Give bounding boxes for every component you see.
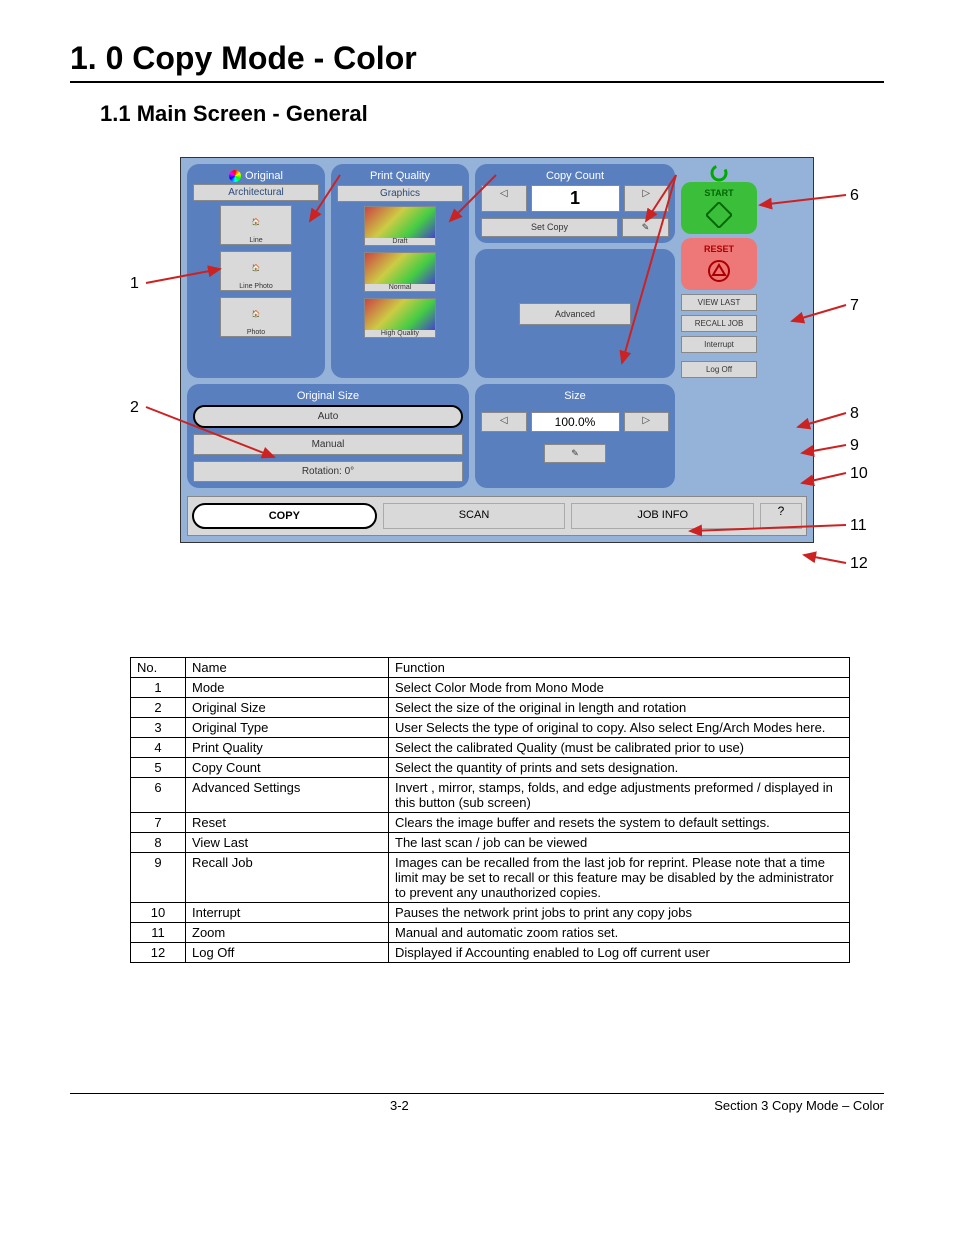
footer-page: 3-2 <box>390 1098 409 1113</box>
zoom-value: 100.0% <box>531 412 620 432</box>
print-quality-title: Print Quality <box>337 170 463 182</box>
footer-section: Section 3 Copy Mode – Color <box>714 1098 884 1113</box>
copy-count-title: Copy Count <box>481 170 669 182</box>
original-option-linephoto[interactable]: 🏠Line Photo <box>220 251 292 291</box>
busy-indicator-icon <box>681 164 757 178</box>
ref-col-name: Name <box>186 658 389 678</box>
original-size-rotation[interactable]: Rotation: 0° <box>193 461 463 482</box>
callout-6: 6 <box>850 187 859 205</box>
table-row: 2Original SizeSelect the size of the ori… <box>131 698 850 718</box>
page-footer: 3-2 Section 3 Copy Mode – Color <box>70 1093 884 1113</box>
original-option-line[interactable]: 🏠Line <box>220 205 292 245</box>
print-quality-type-select[interactable]: Graphics <box>337 185 463 202</box>
recall-job-button[interactable]: RECALL JOB <box>681 315 757 332</box>
size-title: Size <box>481 390 669 402</box>
copy-count-increment[interactable]: ▷ <box>624 185 670 212</box>
table-row: 5Copy CountSelect the quantity of prints… <box>131 758 850 778</box>
table-row: 4Print QualitySelect the calibrated Qual… <box>131 738 850 758</box>
table-row: 10InterruptPauses the network print jobs… <box>131 903 850 923</box>
table-row: 7ResetClears the image buffer and resets… <box>131 813 850 833</box>
logoff-button[interactable]: Log Off <box>681 361 757 378</box>
original-size-title: Original Size <box>193 390 463 402</box>
original-panel: Original Architectural 🏠Line 🏠Line Photo… <box>187 164 325 378</box>
clear-copy-icon[interactable]: ✎ <box>622 218 669 237</box>
mode-tab-bar: COPY SCAN JOB INFO ? <box>187 496 807 536</box>
callout-2: 2 <box>130 399 139 417</box>
view-last-button[interactable]: VIEW LAST <box>681 294 757 311</box>
table-row: 12Log OffDisplayed if Accounting enabled… <box>131 943 850 963</box>
original-size-manual[interactable]: Manual <box>193 434 463 455</box>
color-mode-icon[interactable] <box>229 170 241 182</box>
original-size-auto[interactable]: Auto <box>193 405 463 428</box>
table-row: 8View LastThe last scan / job can be vie… <box>131 833 850 853</box>
copy-count-column: Copy Count ◁ 1 ▷ Set Copy ✎ Advanced <box>475 164 675 378</box>
advanced-panel: Advanced <box>475 249 675 378</box>
callout-9: 9 <box>850 437 859 455</box>
ref-col-function: Function <box>389 658 850 678</box>
tab-copy[interactable]: COPY <box>192 503 377 529</box>
table-row: 9Recall JobImages can be recalled from t… <box>131 853 850 903</box>
tab-scan[interactable]: SCAN <box>383 503 566 529</box>
table-row: 11ZoomManual and automatic zoom ratios s… <box>131 923 850 943</box>
copy-count-panel: Copy Count ◁ 1 ▷ Set Copy ✎ <box>475 164 675 243</box>
subsection-title: 1.1 Main Screen - General <box>100 101 884 127</box>
pq-option-draft[interactable]: Draft <box>364 206 436 246</box>
help-button[interactable]: ? <box>760 503 802 529</box>
copier-screen: Original Architectural 🏠Line 🏠Line Photo… <box>180 157 814 543</box>
ref-col-no: No. <box>131 658 186 678</box>
table-row: 3Original TypeUser Selects the type of o… <box>131 718 850 738</box>
table-row: 6Advanced SettingsInvert , mirror, stamp… <box>131 778 850 813</box>
callout-1: 1 <box>130 275 139 293</box>
copy-count-value: 1 <box>531 185 620 212</box>
reset-button[interactable]: RESET <box>681 238 757 290</box>
reference-table: No. Name Function 1ModeSelect Color Mode… <box>130 657 850 963</box>
section-title: 1. 0 Copy Mode - Color <box>70 40 884 83</box>
zoom-clear-icon[interactable]: ✎ <box>544 444 606 463</box>
pq-option-normal[interactable]: Normal <box>364 252 436 292</box>
advanced-button[interactable]: Advanced <box>519 303 631 325</box>
pq-option-high[interactable]: High Quality <box>364 298 436 338</box>
callout-8: 8 <box>850 405 859 423</box>
callout-10: 10 <box>850 465 868 483</box>
callout-7: 7 <box>850 297 859 315</box>
size-panel: Size ◁ 100.0% ▷ ✎ <box>475 384 675 488</box>
right-button-column: START RESET VIEW LAST RECALL JOB Interru… <box>681 164 757 378</box>
original-option-photo[interactable]: 🏠Photo <box>220 297 292 337</box>
diagram-container: 1 2 3 4 5 6 7 8 9 10 11 12 Original Arch… <box>130 157 870 637</box>
original-type-select[interactable]: Architectural <box>193 184 319 201</box>
interrupt-button[interactable]: Interrupt <box>681 336 757 353</box>
zoom-increment[interactable]: ▷ <box>624 412 670 432</box>
copy-count-decrement[interactable]: ◁ <box>481 185 527 212</box>
print-quality-panel: Print Quality Graphics Draft Normal High… <box>331 164 469 378</box>
set-copy-button[interactable]: Set Copy <box>481 218 618 237</box>
callout-11: 11 <box>850 517 867 535</box>
table-row: 1ModeSelect Color Mode from Mono Mode <box>131 678 850 698</box>
tab-jobinfo[interactable]: JOB INFO <box>571 503 754 529</box>
zoom-decrement[interactable]: ◁ <box>481 412 527 432</box>
start-button[interactable]: START <box>681 182 757 234</box>
original-size-panel: Original Size Auto Manual Rotation: 0° <box>187 384 469 488</box>
original-title: Original <box>245 170 283 182</box>
callout-12: 12 <box>850 555 868 573</box>
